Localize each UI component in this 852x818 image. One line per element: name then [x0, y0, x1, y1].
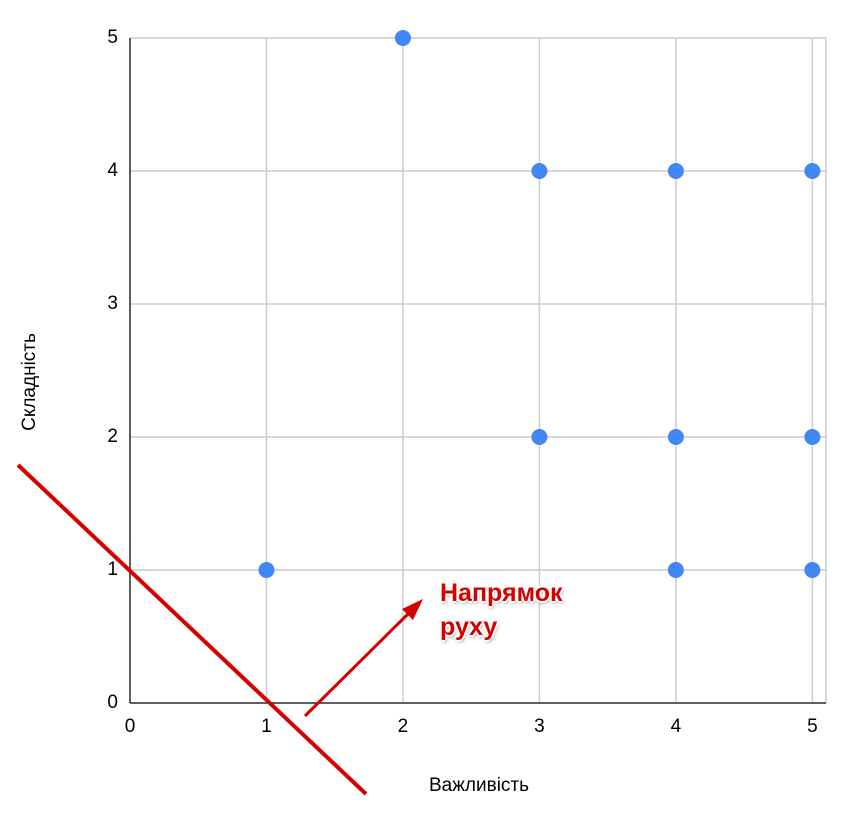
- y-tick-label: 2: [107, 426, 118, 447]
- y-axis-label: Складність: [19, 333, 40, 431]
- point: [258, 562, 275, 578]
- x-tick-label: 5: [807, 716, 818, 737]
- point: [531, 163, 548, 179]
- point: [804, 163, 821, 179]
- point: [804, 562, 821, 578]
- point: [667, 562, 684, 578]
- x-tick-label: 0: [125, 716, 136, 737]
- point: [667, 429, 684, 445]
- point: [394, 30, 411, 46]
- x-tick-label: 3: [534, 716, 545, 737]
- x-tick-label: 1: [261, 716, 272, 737]
- point: [531, 429, 548, 445]
- x-tick-label: 4: [671, 716, 682, 737]
- y-tick-label: 3: [107, 293, 118, 314]
- threshold-line: [16, 463, 368, 796]
- x-axis-label: Важливість: [429, 775, 529, 796]
- arrow-shaft: [303, 608, 414, 718]
- arrow-head: [402, 599, 423, 620]
- y-tick-label: 0: [107, 692, 118, 713]
- y-tick-label: 1: [107, 559, 118, 580]
- plot-area: 0 1 2 3 4 5 0 1 2 3 4 5: [107, 27, 827, 737]
- y-tick-label: 5: [107, 27, 118, 48]
- point: [804, 429, 821, 445]
- point: [667, 163, 684, 179]
- annotation: Напрямок руху: [440, 579, 563, 641]
- y-tick-label: 4: [107, 160, 118, 181]
- x-tick-label: 2: [398, 716, 409, 737]
